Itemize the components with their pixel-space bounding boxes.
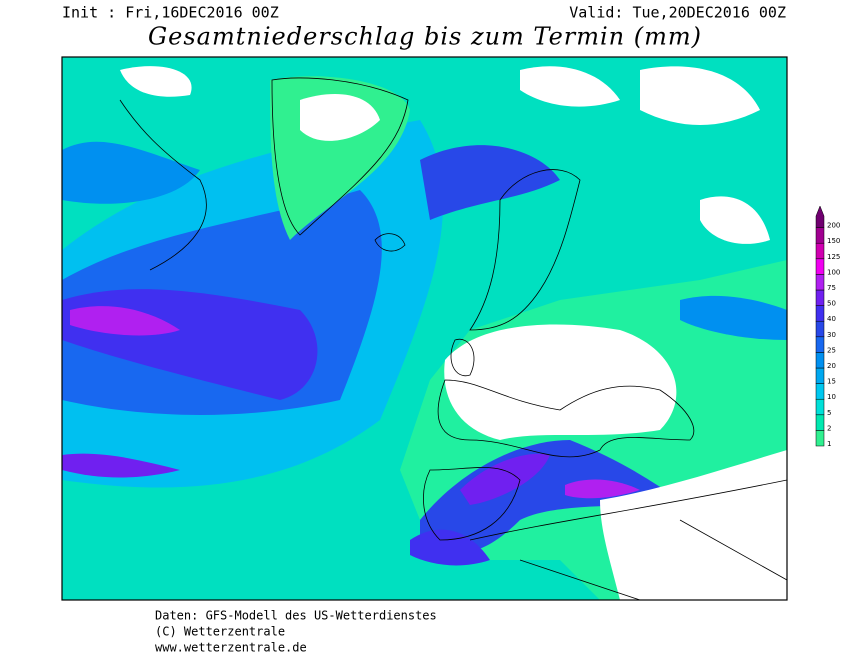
footer-copyright: (C) Wetterzentrale	[155, 625, 285, 639]
legend-swatch	[815, 383, 825, 400]
legend-label: 200	[827, 222, 840, 230]
legend-swatch	[815, 242, 825, 260]
legend-label: 30	[827, 331, 836, 339]
legend-swatch	[815, 336, 825, 353]
legend-label: 10	[827, 393, 836, 401]
legend-arrow	[815, 205, 825, 228]
legend-label: 20	[827, 362, 836, 370]
legend-label: 150	[827, 237, 840, 245]
precip-map	[62, 57, 788, 601]
legend-label: 50	[827, 300, 836, 308]
legend-label: 15	[827, 378, 836, 386]
legend-swatch	[815, 274, 825, 291]
legend-label: 125	[827, 253, 840, 261]
legend-label: 1	[827, 440, 831, 448]
legend-label: 2	[827, 424, 831, 432]
legend-label: 5	[827, 409, 831, 417]
legend-swatch	[815, 289, 825, 306]
legend-swatch	[815, 352, 825, 369]
init-time: Init : Fri,16DEC2016 00Z	[62, 4, 279, 22]
legend-label: 25	[827, 346, 836, 354]
map-title: Gesamtniederschlag bis zum Termin (mm)	[148, 23, 702, 51]
legend-swatch	[815, 320, 825, 338]
map-frame	[61, 56, 788, 601]
legend-swatch	[815, 430, 825, 447]
legend-swatch	[815, 367, 825, 384]
valid-time: Valid: Tue,20DEC2016 00Z	[569, 4, 786, 22]
legend-label: 40	[827, 315, 836, 323]
legend-swatch	[815, 398, 825, 416]
footer-url: www.wetterzentrale.de	[155, 641, 307, 655]
legend-label: 100	[827, 268, 840, 276]
legend-label: 75	[827, 284, 836, 292]
legend-swatch	[815, 414, 825, 431]
legend-swatch	[815, 227, 825, 244]
footer-source: Daten: GFS-Modell des US-Wetterdienstes	[155, 609, 437, 623]
legend-swatch	[815, 258, 825, 275]
legend-swatch	[815, 305, 825, 322]
